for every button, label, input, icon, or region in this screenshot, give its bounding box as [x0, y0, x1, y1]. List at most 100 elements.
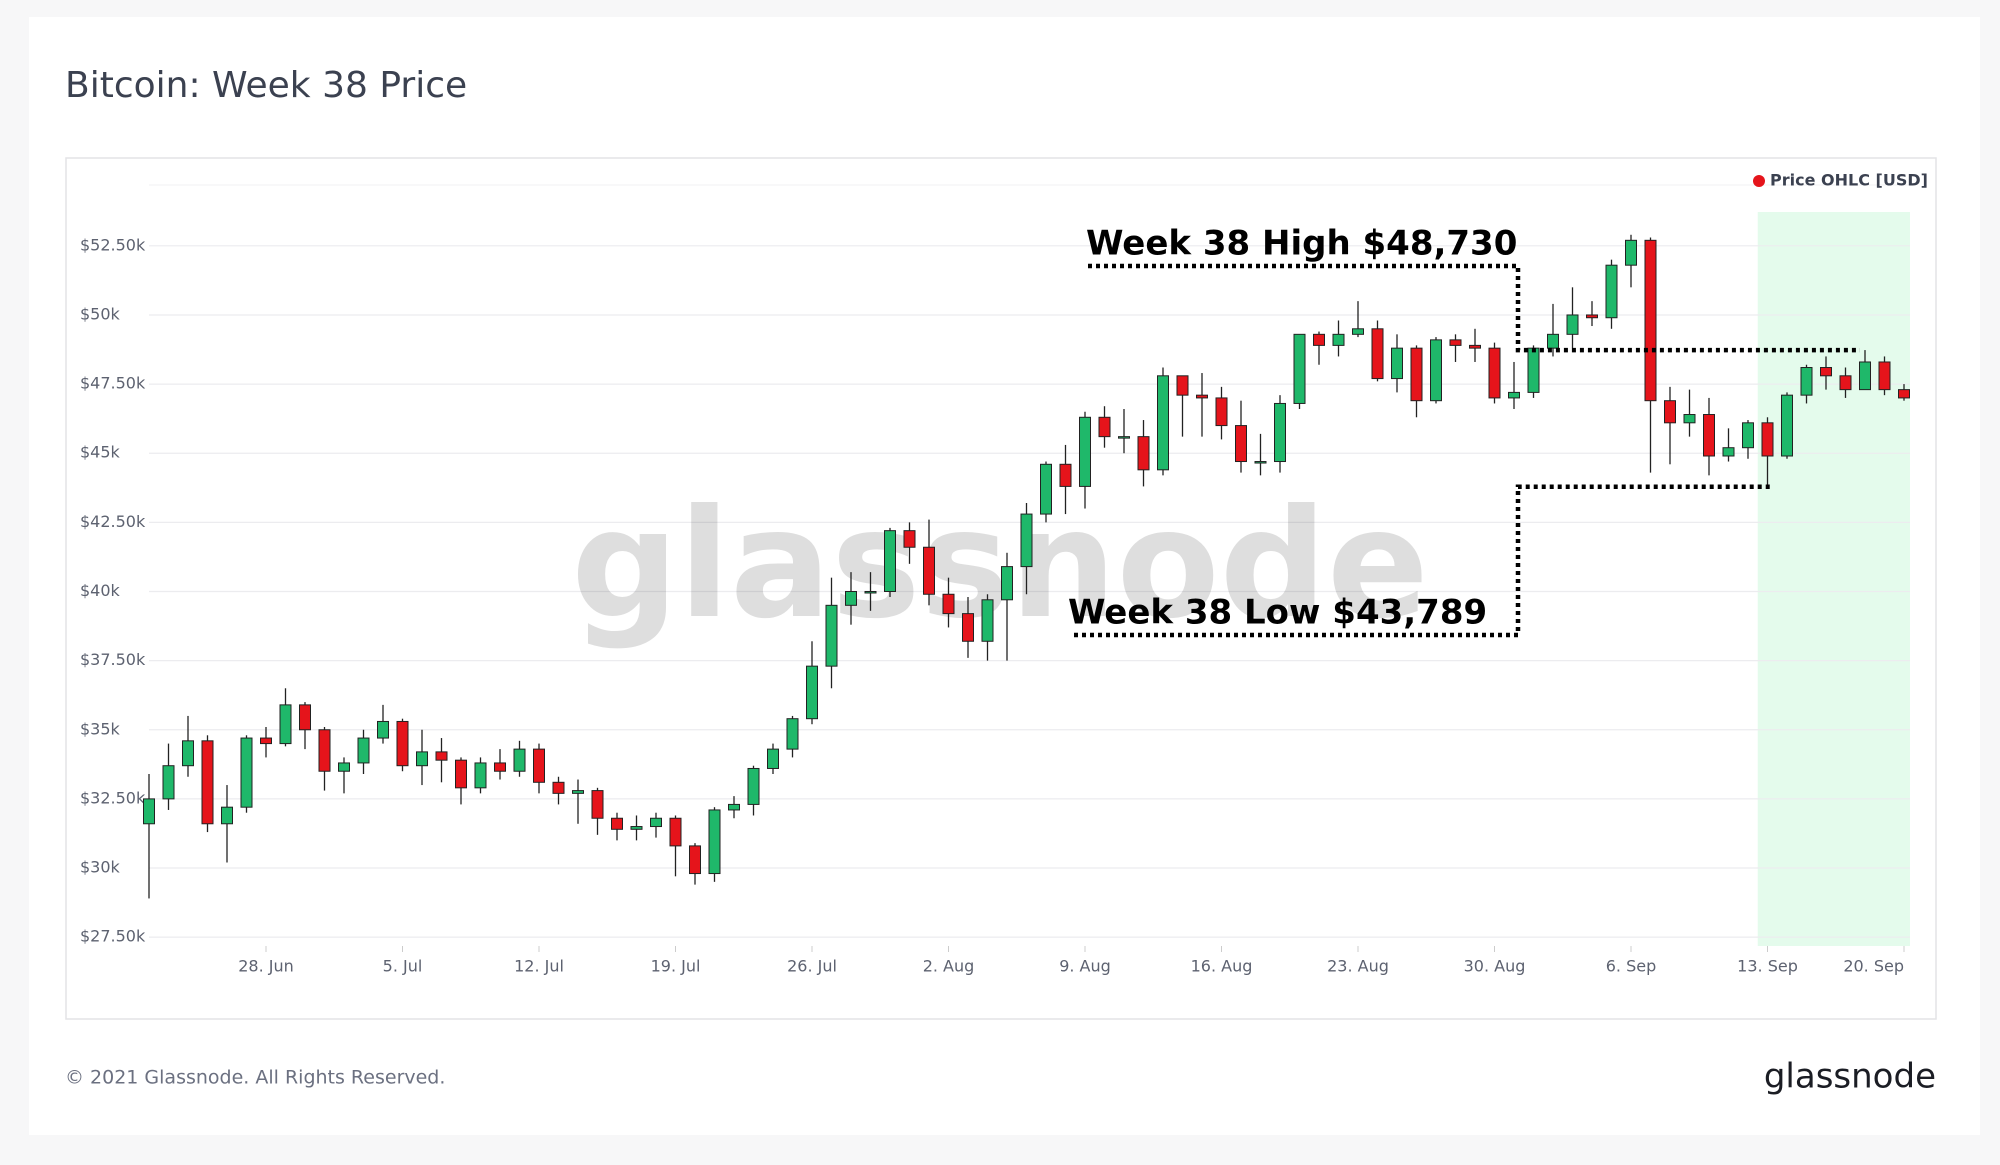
- candle-body: [221, 806, 233, 825]
- candle-body: [611, 817, 623, 830]
- candle-body: [513, 748, 526, 772]
- y-tick-label: $37.50k: [80, 650, 146, 669]
- candle-body: [474, 762, 487, 789]
- candle-body: [1722, 447, 1735, 457]
- x-tick-label: 16. Aug: [1191, 957, 1253, 976]
- candle-body: [572, 790, 584, 794]
- candle-body: [455, 759, 467, 789]
- candle-body: [630, 826, 643, 830]
- candle-body: [1527, 347, 1540, 393]
- y-tick-label: $45k: [80, 443, 121, 462]
- y-tick-label: $27.50k: [80, 927, 146, 946]
- y-tick-label: $50k: [80, 304, 121, 323]
- x-tick-label: 2. Aug: [923, 957, 975, 976]
- candle-body: [1839, 375, 1852, 391]
- candle-body: [962, 613, 974, 642]
- candle-body: [845, 590, 857, 606]
- x-tick-label: 12. Jul: [514, 957, 564, 976]
- candle-body: [1547, 333, 1559, 349]
- candle-body: [1859, 361, 1871, 391]
- x-tick-label: 5. Jul: [383, 957, 423, 976]
- y-tick-label: $47.50k: [80, 374, 146, 393]
- candle-body: [1137, 436, 1150, 471]
- y-tick-label: $32.50k: [80, 788, 146, 807]
- x-tick-label: 26. Jul: [787, 957, 837, 976]
- candle-body: [552, 781, 565, 794]
- x-tick-label: 9. Aug: [1059, 957, 1111, 976]
- candle-body: [1020, 513, 1033, 568]
- candle-body: [1313, 333, 1325, 346]
- candle-body: [435, 751, 448, 761]
- candle-body: [1683, 414, 1696, 424]
- candle-body: [825, 604, 838, 667]
- x-tick-label: 13. Sep: [1737, 957, 1798, 976]
- candle-body: [728, 803, 740, 811]
- candle-body: [1001, 566, 1013, 601]
- candle-body: [1410, 347, 1423, 402]
- candle-body: [1215, 397, 1228, 427]
- candle-body: [416, 751, 428, 767]
- candle-body: [884, 530, 896, 592]
- candle-body: [942, 593, 955, 615]
- candle-body: [201, 740, 214, 825]
- candle-body: [299, 704, 311, 731]
- chart-title: Bitcoin: Week 38 Price: [65, 65, 467, 106]
- candle-body: [1742, 422, 1754, 449]
- candle-body: [338, 762, 350, 772]
- candle-body: [1605, 264, 1618, 319]
- candle-body: [747, 767, 760, 805]
- candle-body: [494, 762, 506, 772]
- candle-body: [669, 817, 682, 847]
- candle-body: [1469, 344, 1481, 349]
- candle-body: [182, 740, 194, 767]
- candle-body: [786, 718, 799, 750]
- candle-body: [377, 720, 389, 739]
- candle-body: [1274, 402, 1286, 463]
- candle-body: [903, 530, 916, 548]
- candle-body: [1176, 375, 1189, 396]
- candle-body: [1800, 367, 1813, 396]
- annotation-high: Week 38 High $48,730: [1086, 224, 1517, 264]
- candle-body: [396, 720, 409, 767]
- candle-body: [143, 798, 155, 825]
- candle-body: [1781, 394, 1793, 457]
- candle-body: [1488, 347, 1501, 399]
- candle-body: [1586, 314, 1598, 319]
- candle-body: [1332, 333, 1345, 346]
- candle-body: [1761, 422, 1774, 457]
- y-tick-label: $35k: [80, 719, 121, 738]
- candle-body: [708, 809, 721, 875]
- candle-body: [1352, 328, 1364, 335]
- watermark: glassnode: [571, 478, 1429, 652]
- candle-body: [1898, 389, 1910, 399]
- candle-body: [981, 599, 994, 642]
- candle-body: [591, 790, 604, 819]
- y-tick-label: $40k: [80, 581, 121, 600]
- candle-body: [357, 737, 370, 764]
- legend-label: Price OHLC [USD]: [1770, 171, 1928, 190]
- candle-body: [162, 765, 175, 800]
- candle-body: [1371, 328, 1384, 380]
- candle-body: [533, 748, 545, 783]
- candle-body: [1508, 391, 1520, 399]
- x-tick-label: 6. Sep: [1606, 957, 1657, 976]
- candle-body: [1235, 425, 1247, 463]
- candle-body: [240, 737, 253, 808]
- brand-logo: glassnode: [1764, 1057, 1936, 1097]
- candle-body: [1098, 416, 1111, 438]
- annotation-high-line: [1088, 263, 1860, 353]
- x-tick-label: 23. Aug: [1327, 957, 1389, 976]
- candle-body: [864, 590, 877, 594]
- x-tick-label: 28. Jun: [238, 957, 294, 976]
- candle-body: [1254, 461, 1267, 464]
- legend-marker: [1753, 175, 1765, 187]
- x-tick-label: 20. Sep: [1843, 957, 1904, 976]
- candle-body: [1157, 375, 1169, 471]
- candle-body: [1449, 339, 1462, 346]
- y-tick-label: $42.50k: [80, 512, 146, 531]
- candle-body: [1059, 463, 1072, 487]
- candle-body: [1625, 239, 1637, 266]
- annotation-low-line: [1074, 484, 1774, 638]
